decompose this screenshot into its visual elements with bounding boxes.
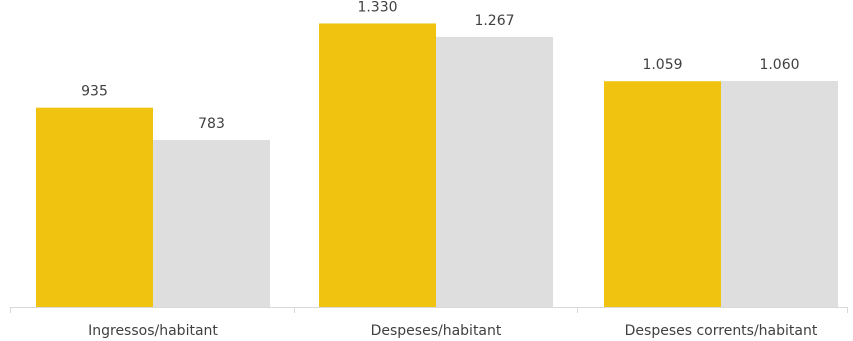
x-tick-label-2: Despeses corrents/habitant [625, 323, 818, 339]
data-labels-layer: 935 783 1.330 1.267 1.059 1.060 [81, 0, 799, 132]
bars-layer [36, 23, 838, 308]
x-tick-labels: Ingressos/habitant Despeses/habitant Despe… [88, 323, 818, 339]
bar-0-series-0 [36, 107, 153, 307]
data-label-1-series-1: 1.267 [474, 13, 514, 29]
x-axis [10, 307, 848, 313]
data-label-0-series-0: 935 [81, 84, 108, 100]
bar-1-series-1 [436, 36, 553, 308]
bar-2-series-1 [721, 81, 838, 307]
x-tick-label-0: Ingressos/habitant [88, 323, 218, 339]
data-label-2-series-0: 1.059 [642, 57, 682, 73]
bar-2-series-0 [604, 81, 721, 307]
data-label-1-series-0: 1.330 [357, 0, 397, 15]
x-tick-label-1: Despeses/habitant [371, 323, 502, 339]
bar-0-series-1 [153, 140, 270, 307]
data-label-0-series-1: 783 [198, 116, 225, 132]
bar-1-series-0 [319, 23, 436, 308]
data-label-2-series-1: 1.060 [759, 57, 799, 73]
